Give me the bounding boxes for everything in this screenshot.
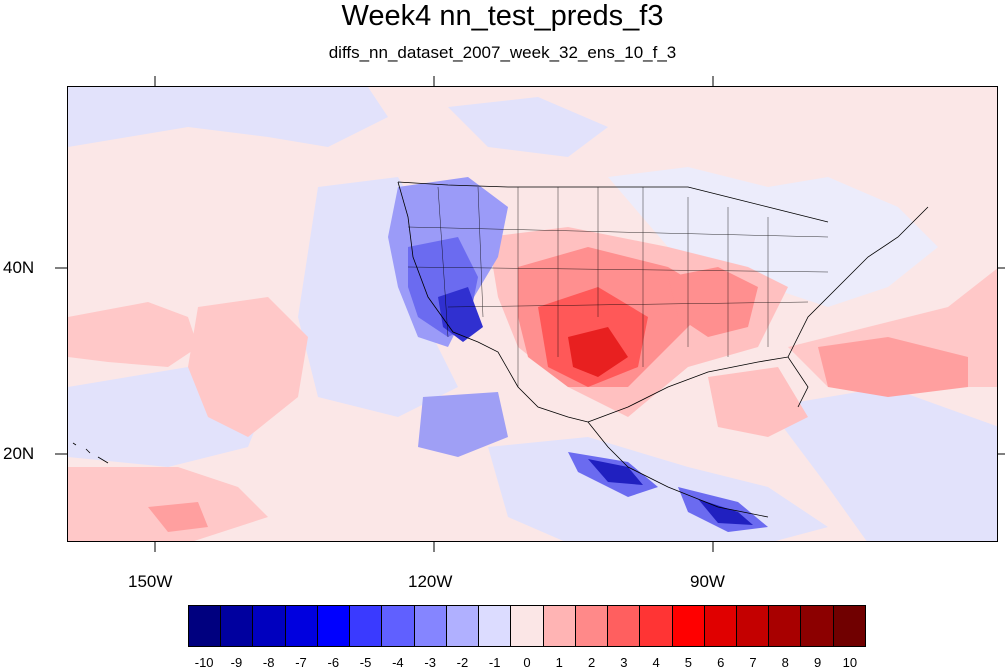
colorbar-box: [350, 606, 383, 646]
field-blue-west-core: [438, 287, 483, 342]
colorbar-box: [317, 606, 351, 646]
hawaii-islands: [72, 442, 109, 464]
map-subtitle: diffs_nn_dataset_2007_week_32_ens_10_f_3: [328, 43, 677, 62]
lon-label-150w: 150W: [128, 572, 173, 591]
border-canada: [397, 181, 829, 223]
colorbar-label: 2: [587, 655, 596, 670]
colorbar-box: [446, 606, 480, 646]
colorbar-box: [543, 606, 576, 646]
colorbar-box: [221, 606, 254, 646]
field-red-texas-core: [568, 327, 628, 377]
colorbar-label: -1: [488, 655, 501, 670]
colorbar-label: -4: [392, 655, 404, 670]
lat-label-20n: 20N: [3, 444, 35, 463]
lon-label-90w: 90W: [690, 572, 725, 591]
colorbar-box: [833, 606, 865, 646]
colorbar-label: -3: [424, 655, 436, 670]
colorbar-box: [511, 606, 544, 646]
colorbar-label: 4: [652, 655, 660, 670]
colorbar-label: 1: [555, 655, 563, 670]
field-red-atlantic-core: [818, 337, 968, 397]
colorbar-label: -6: [327, 655, 340, 670]
map-plot-area: [67, 86, 998, 542]
map-title: Week4 nn_test_preds_f3: [341, 0, 664, 32]
field-light-blue-northeast: [608, 167, 938, 307]
coastline-atlantic: [787, 206, 929, 358]
colorbar-box: [704, 606, 737, 646]
colorbar-box: [736, 606, 770, 646]
colorbar-box: [672, 606, 705, 646]
colorbar-label: -5: [359, 655, 372, 670]
colorbar-label: 6: [717, 655, 725, 670]
colorbar-label: -7: [295, 655, 307, 670]
colorbar-box: [575, 606, 609, 646]
colorbar-box: [769, 606, 802, 646]
colorbar-box: [479, 606, 512, 646]
field-light-blue-caribbean: [768, 387, 997, 541]
coastline-mexico: [587, 421, 769, 518]
field-blue-mexico-b-core: [698, 499, 753, 525]
lat-label-40n: 40N: [3, 258, 35, 277]
field-pink-pacific-b: [188, 297, 308, 437]
field-blue-mexico-a-core: [588, 459, 643, 485]
colorbar-label: 7: [749, 655, 757, 670]
colorbar-box: [640, 606, 673, 646]
colorbar-box: [189, 606, 222, 646]
colorbar: [188, 605, 866, 647]
field-red-pacific-sw: [148, 502, 208, 532]
lon-label-120w: 120W: [408, 572, 453, 591]
colorbar-label: -9: [230, 655, 243, 670]
colorbar-label: 9: [813, 655, 822, 670]
colorbar-box: [608, 606, 641, 646]
colorbar-box: [801, 606, 834, 646]
colorbar-label: 8: [781, 655, 789, 670]
field-pink-pacific-a: [68, 302, 198, 367]
colorbar-label: 3: [620, 655, 628, 670]
field-light-blue-north: [68, 87, 388, 147]
field-pink-pacific-c: [68, 467, 268, 541]
colorbar-label: 0: [523, 655, 531, 670]
coastline-pacific-us: [397, 181, 589, 423]
field-red-midsouth: [668, 267, 758, 337]
anomaly-field: [68, 87, 997, 541]
field-blue-offshore-baja: [418, 392, 508, 457]
colorbar-box: [285, 606, 318, 646]
field-light-blue-pacific-ne: [448, 97, 608, 157]
colorbar-box: [382, 606, 415, 646]
colorbar-label: -8: [262, 655, 275, 670]
colorbar-label: 5: [684, 655, 693, 670]
coastline-gulf: [587, 356, 809, 423]
state-lines: [407, 186, 829, 387]
colorbar-label: -10: [194, 655, 214, 670]
colorbar-label: 10: [842, 655, 858, 670]
colorbar-box: [414, 606, 447, 646]
coastlines: [397, 181, 929, 518]
colorbar-label: -2: [456, 655, 469, 670]
colorbar-box: [253, 606, 286, 646]
field-pink-gulf: [708, 367, 808, 437]
